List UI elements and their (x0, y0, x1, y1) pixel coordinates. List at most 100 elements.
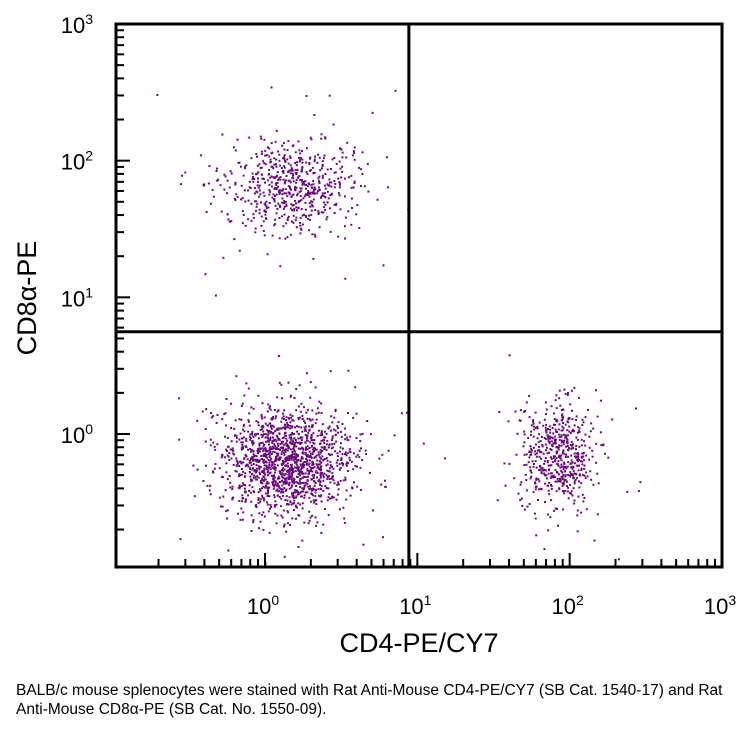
data-point-0 (290, 486, 293, 489)
data-point-0 (255, 464, 258, 467)
data-point-0 (293, 449, 296, 452)
data-point-1 (275, 183, 278, 186)
data-point-0 (277, 438, 280, 441)
data-point-0 (259, 500, 262, 503)
data-point-0 (255, 420, 258, 423)
data-point-2 (550, 475, 553, 478)
data-point-0 (277, 444, 280, 447)
data-point-0 (320, 500, 323, 503)
data-point-0 (290, 503, 293, 506)
data-point-1 (261, 177, 264, 180)
data-point-0 (240, 405, 243, 407)
data-point-0 (281, 397, 283, 400)
data-point-0 (288, 457, 291, 459)
data-point-0 (287, 503, 290, 506)
data-point-0 (266, 501, 268, 504)
data-point-1 (305, 171, 308, 173)
data-point-1 (270, 165, 273, 168)
data-point-0 (288, 477, 291, 480)
data-point-0 (304, 447, 307, 450)
data-point-2 (575, 448, 577, 451)
data-point-2 (550, 464, 553, 467)
data-point-0 (260, 425, 263, 428)
data-point-2 (530, 430, 533, 433)
data-point-0 (315, 503, 318, 505)
data-point-0 (262, 454, 265, 457)
data-point-0 (284, 498, 287, 501)
data-point-0 (223, 413, 226, 416)
data-point-0 (299, 447, 302, 450)
data-point-0 (303, 486, 306, 489)
data-point-0 (319, 449, 322, 452)
data-point-1 (382, 264, 385, 267)
data-point-1 (376, 198, 379, 201)
data-point-0 (304, 422, 307, 424)
data-point-0 (319, 495, 322, 498)
data-point-0 (262, 479, 265, 482)
data-point-1 (296, 168, 299, 171)
data-point-1 (307, 217, 310, 220)
data-point-1 (282, 157, 285, 160)
data-point-0 (304, 481, 307, 484)
data-point-0 (312, 487, 314, 490)
data-point-1 (303, 213, 305, 216)
data-point-1 (245, 164, 248, 167)
data-point-0 (275, 434, 278, 437)
data-point-2 (567, 434, 570, 437)
data-point-0 (242, 447, 244, 450)
data-point-2 (561, 417, 564, 420)
data-point-0 (384, 479, 386, 482)
x-tick-exponent: 2 (576, 592, 584, 608)
data-point-2 (576, 514, 579, 517)
data-point-0 (241, 448, 243, 451)
data-point-0 (305, 439, 308, 442)
data-point-2 (599, 431, 602, 434)
data-point-0 (345, 454, 348, 457)
data-point-0 (283, 453, 286, 456)
y-tick-exponent: 2 (85, 148, 93, 164)
data-point-0 (239, 460, 242, 463)
data-point-0 (233, 427, 236, 430)
data-point-0 (274, 483, 277, 486)
data-point-2 (572, 476, 575, 479)
data-point-0 (319, 471, 322, 474)
data-point-1 (333, 157, 336, 159)
data-point-2 (523, 464, 526, 467)
data-point-0 (291, 466, 294, 469)
data-point-0 (243, 483, 245, 486)
data-point-1 (234, 149, 237, 152)
data-point-0 (317, 488, 320, 491)
data-point-1 (229, 170, 232, 173)
data-point-2 (564, 423, 567, 426)
data-point-0 (305, 446, 308, 449)
data-point-0 (231, 497, 234, 500)
data-point-0 (353, 481, 355, 484)
data-point-0 (345, 489, 348, 492)
data-point-2 (556, 480, 559, 483)
data-point-0 (334, 429, 337, 432)
data-point-2 (521, 505, 524, 507)
data-point-0 (339, 446, 342, 449)
data-point-0 (240, 418, 243, 421)
data-point-1 (262, 191, 265, 194)
data-point-0 (268, 455, 271, 458)
data-point-2 (548, 442, 551, 445)
data-point-0 (178, 397, 181, 400)
data-point-0 (329, 481, 332, 484)
data-point-2 (546, 452, 549, 455)
data-point-2 (544, 401, 547, 404)
data-point-0 (326, 439, 329, 442)
data-point-0 (293, 445, 296, 448)
data-point-2 (571, 473, 574, 476)
data-point-0 (228, 452, 231, 454)
data-point-0 (352, 416, 355, 419)
data-point-2 (513, 477, 516, 480)
data-point-0 (297, 425, 300, 428)
data-point-1 (321, 163, 324, 166)
data-point-0 (286, 503, 289, 506)
data-point-2 (540, 472, 543, 475)
data-point-0 (278, 480, 281, 483)
data-point-0 (281, 484, 284, 487)
data-point-2 (586, 475, 589, 478)
data-point-0 (244, 472, 247, 475)
